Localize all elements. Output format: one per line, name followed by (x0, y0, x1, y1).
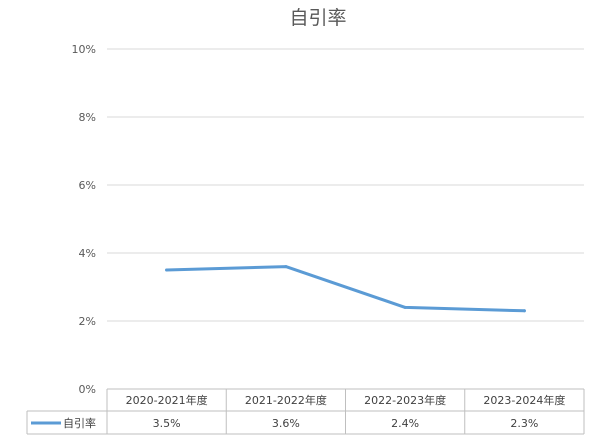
data-table-cell: 3.5% (153, 417, 181, 430)
x-category-label: 2022-2023年度 (364, 393, 446, 407)
gridlines (107, 48, 584, 322)
y-tick-label: 6% (79, 179, 96, 192)
y-tick-label: 8% (79, 111, 96, 124)
data-point (165, 268, 169, 272)
series-line (165, 265, 526, 313)
x-category-label: 2020-2021年度 (126, 393, 208, 407)
y-tick-label: 10% (72, 43, 96, 56)
data-table: 2020-2021年度 2021-2022年度 2022-2023年度 2023-20… (26, 388, 585, 435)
y-tick-label: 4% (79, 247, 96, 260)
data-table-cell: 3.6% (272, 417, 300, 430)
data-point (522, 309, 526, 313)
chart-title: 自引率 (289, 7, 346, 29)
data-table-cell: 2.3% (510, 417, 538, 430)
y-axis-ticks: 0% 2% 4% 6% 8% 10% (72, 43, 96, 396)
y-tick-label: 0% (79, 383, 96, 396)
data-point (403, 305, 407, 309)
data-point (284, 265, 288, 269)
x-category-label: 2021-2022年度 (245, 393, 327, 407)
y-tick-label: 2% (79, 315, 96, 328)
data-table-cell: 2.4% (391, 417, 419, 430)
data-table-row-label: 自引率 (63, 416, 96, 430)
x-category-label: 2023-2024年度 (483, 393, 565, 407)
series-layer (165, 265, 526, 313)
